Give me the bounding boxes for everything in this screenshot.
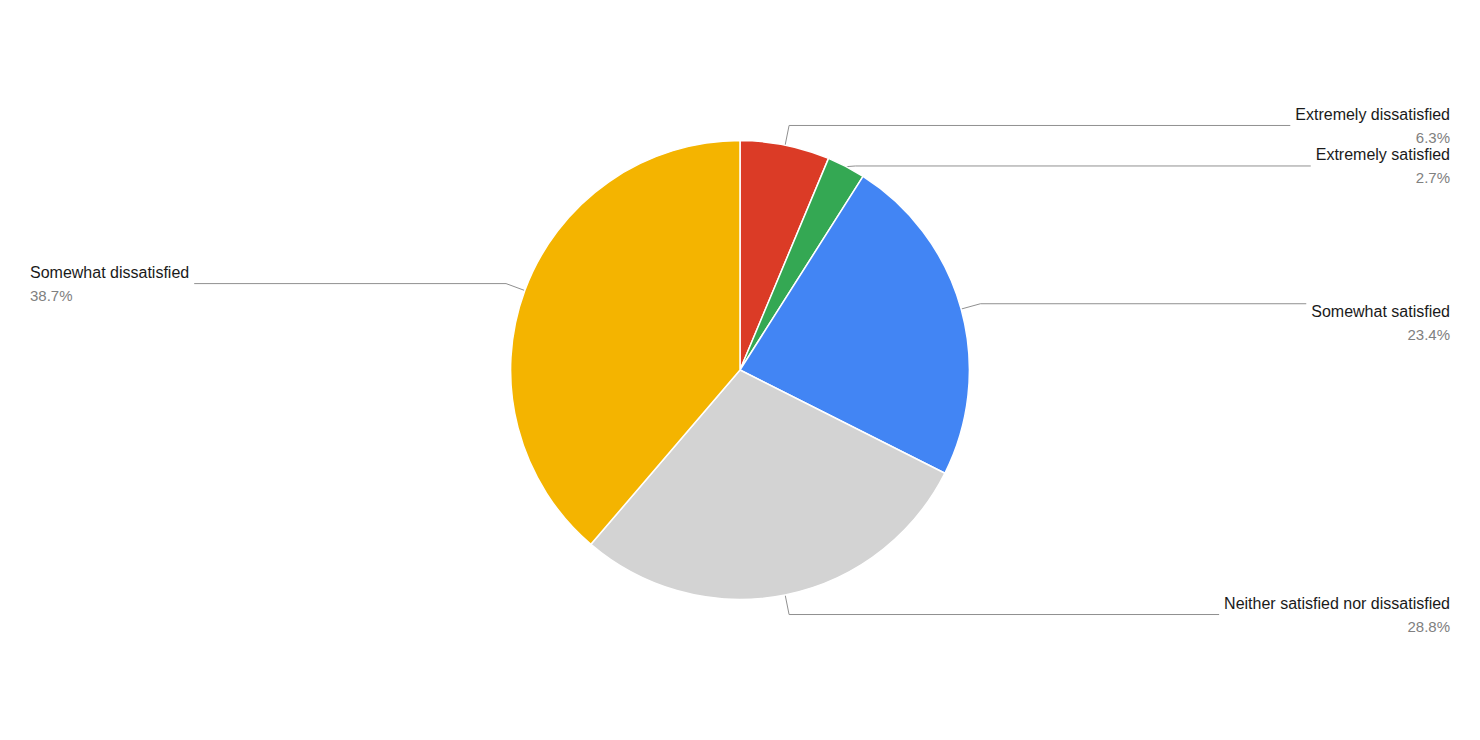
svg-text:2.7%: 2.7%	[1416, 169, 1450, 186]
svg-text:38.7%: 38.7%	[30, 287, 73, 304]
svg-text:23.4%: 23.4%	[1407, 326, 1450, 343]
svg-text:Neither satisfied nor dissatis: Neither satisfied nor dissatisfied	[1224, 595, 1450, 612]
svg-text:Extremely dissatisfied: Extremely dissatisfied	[1295, 106, 1450, 123]
svg-text:6.3%: 6.3%	[1416, 129, 1450, 146]
svg-text:Somewhat satisfied: Somewhat satisfied	[1311, 303, 1450, 320]
svg-text:Somewhat dissatisfied: Somewhat dissatisfied	[30, 264, 189, 281]
svg-text:Extremely satisfied: Extremely satisfied	[1316, 146, 1450, 163]
svg-text:28.8%: 28.8%	[1407, 618, 1450, 635]
